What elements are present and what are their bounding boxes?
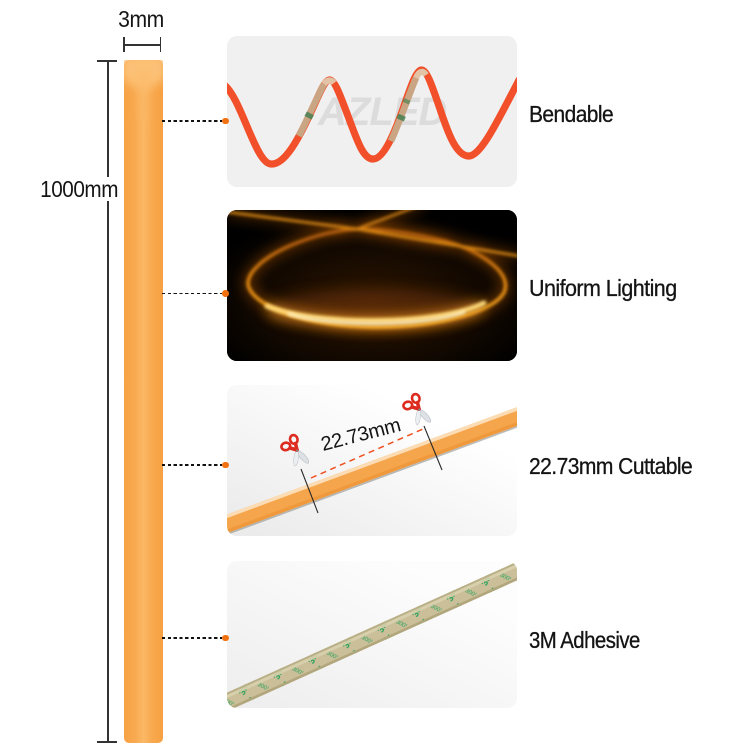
svg-text:AZLED: AZLED [317,90,446,134]
svg-text:22.73mm: 22.73mm [319,414,403,456]
